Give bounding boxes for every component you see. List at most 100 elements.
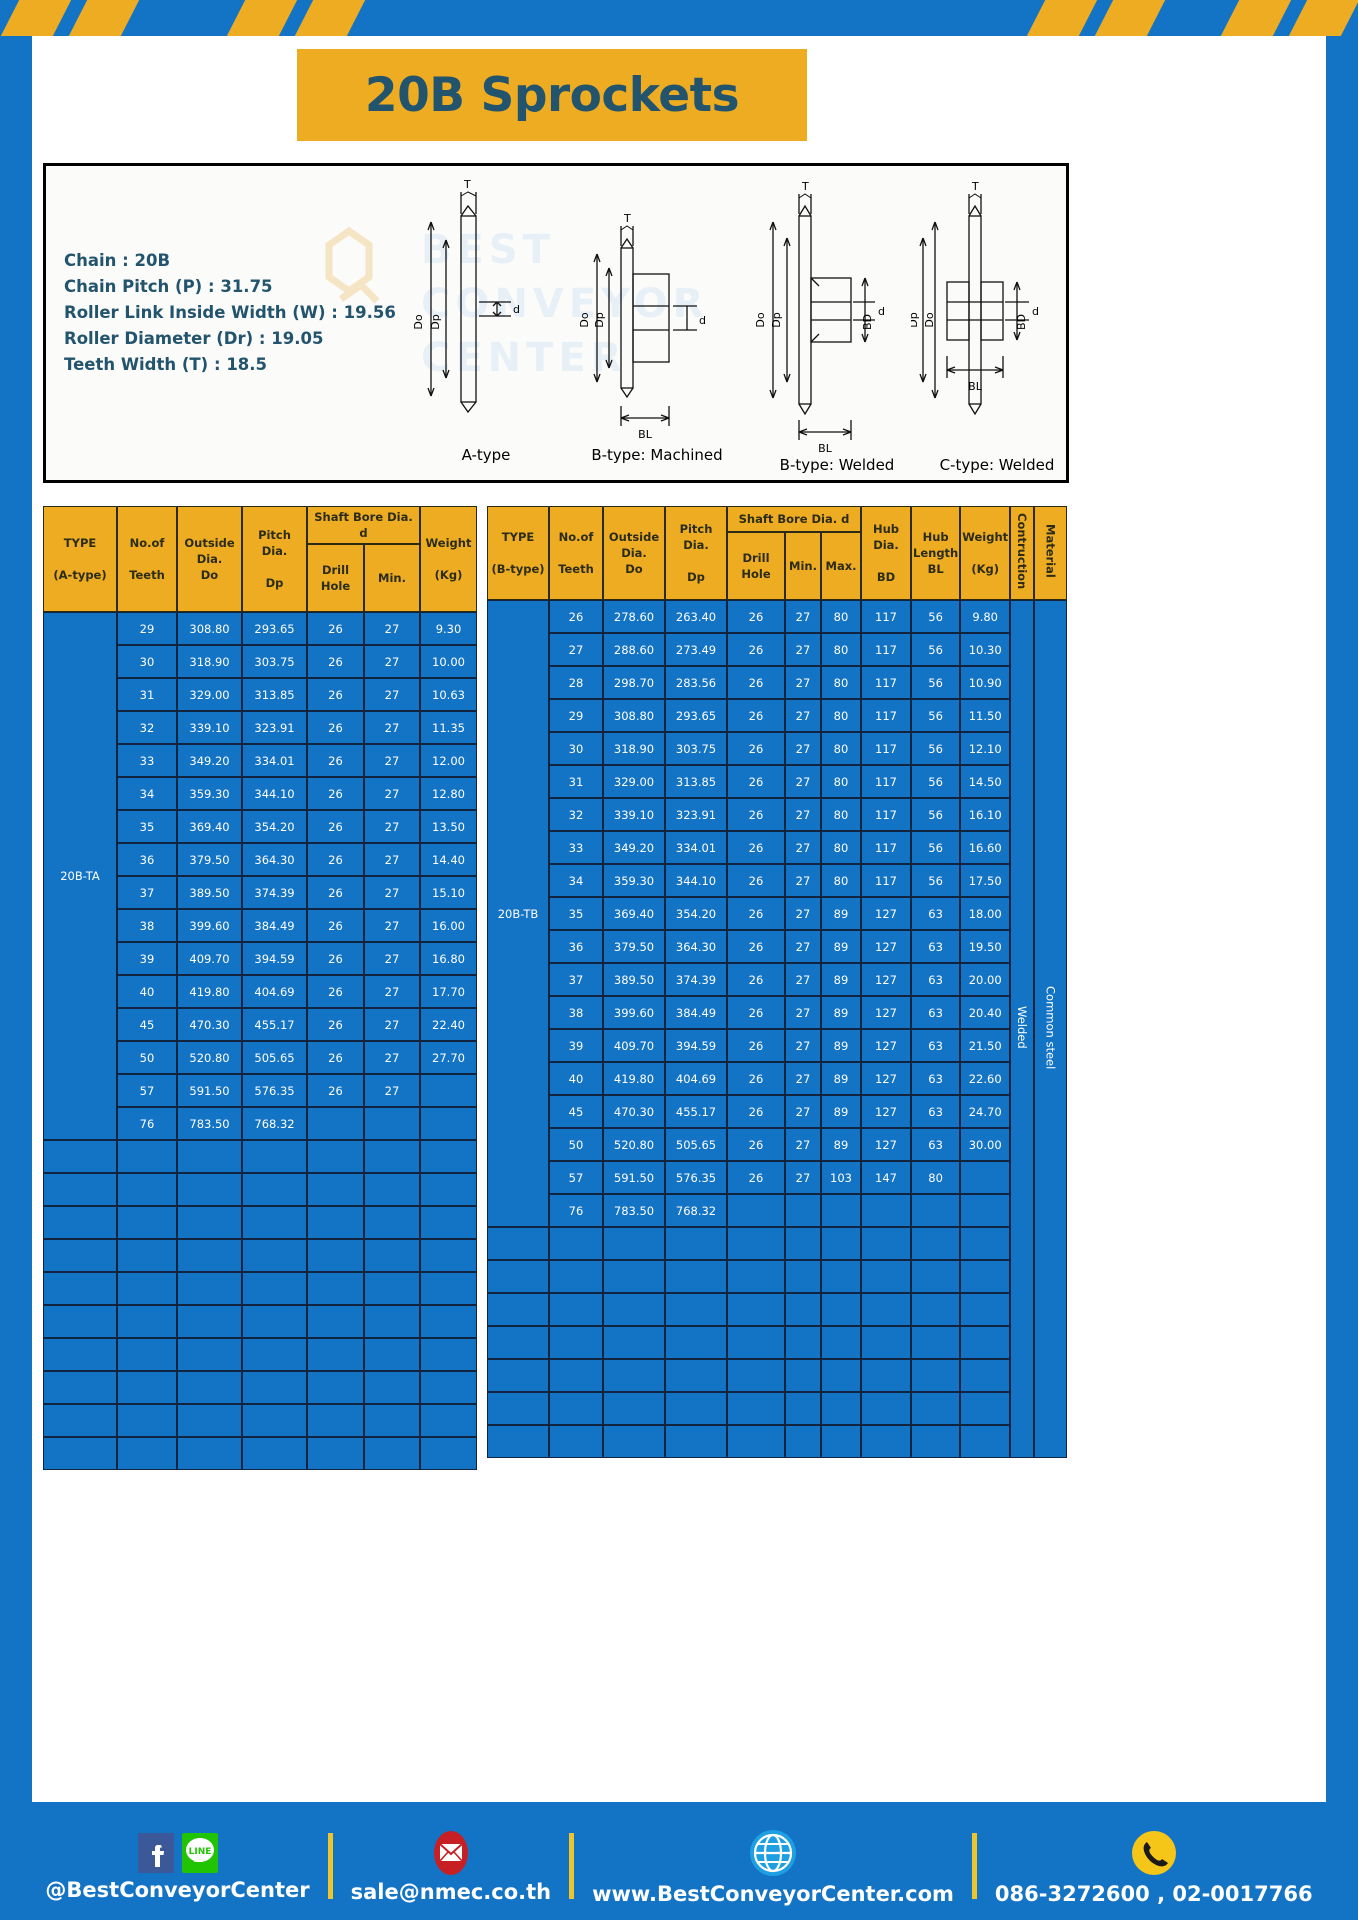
cell-empty bbox=[420, 1272, 477, 1305]
cell-min: 27 bbox=[785, 1095, 821, 1128]
cell-min: 27 bbox=[364, 744, 420, 777]
drawing-c-type-welded: Do Dp T d BD BL C-type: Welded bbox=[911, 180, 1054, 474]
cell-dp: 283.56 bbox=[665, 666, 727, 699]
table-row: 35 369.40 354.20 26 27 89 127 63 18.00 bbox=[487, 897, 1067, 930]
cell-do: 783.50 bbox=[603, 1194, 665, 1227]
cell-do: 308.80 bbox=[603, 699, 665, 732]
cell-weight: 11.50 bbox=[960, 699, 1011, 732]
cell-empty bbox=[43, 1305, 117, 1338]
cell-teeth: 50 bbox=[117, 1041, 177, 1074]
footer-item-website[interactable]: www.BestConveyorCenter.com bbox=[592, 1827, 954, 1906]
table-row: 57 591.50 576.35 26 27 103 147 80 bbox=[487, 1161, 1067, 1194]
cell-empty bbox=[117, 1206, 177, 1239]
chevron-shape bbox=[292, 0, 368, 36]
cell-teeth: 33 bbox=[117, 744, 177, 777]
cell-teeth: 36 bbox=[549, 930, 603, 963]
cell-bd: 117 bbox=[861, 831, 911, 864]
spec-label: Chain Pitch (P) bbox=[64, 277, 203, 296]
header-no-of-teeth: No.of Teeth bbox=[549, 506, 603, 600]
cell-bl: 56 bbox=[911, 699, 961, 732]
svg-text:BL: BL bbox=[818, 442, 833, 455]
chevron-shape bbox=[1286, 0, 1358, 36]
cell-teeth: 45 bbox=[549, 1095, 603, 1128]
cell-bd: 127 bbox=[861, 930, 911, 963]
line-icon: LINE bbox=[181, 1832, 218, 1873]
cell-type-b: 20B-TB bbox=[487, 600, 549, 1227]
table-row-empty bbox=[43, 1371, 477, 1404]
spec-separator: : bbox=[207, 277, 215, 296]
table-row: 28 298.70 283.56 26 27 80 117 56 10.90 bbox=[487, 666, 1067, 699]
spec-line: Teeth Width (T) : 18.5 bbox=[64, 352, 396, 378]
cell-teeth: 38 bbox=[549, 996, 603, 1029]
cell-bd: 117 bbox=[861, 864, 911, 897]
cell-dp: 323.91 bbox=[665, 798, 727, 831]
cell-teeth: 57 bbox=[117, 1074, 177, 1107]
table-row: 35 369.40 354.20 26 27 13.50 bbox=[43, 810, 477, 843]
cell-max: 89 bbox=[821, 897, 861, 930]
table-row: 57 591.50 576.35 26 27 bbox=[43, 1074, 477, 1107]
cell-dp: 344.10 bbox=[242, 777, 307, 810]
cell-do: 520.80 bbox=[603, 1128, 665, 1161]
cell-dp: 303.75 bbox=[242, 645, 307, 678]
footer-divider bbox=[327, 1833, 333, 1899]
cell-drill_hole: 26 bbox=[727, 864, 785, 897]
footer-divider bbox=[569, 1833, 575, 1899]
drawing-a-type: Do Dp T d A-type bbox=[412, 178, 520, 464]
cell-empty bbox=[307, 1338, 364, 1371]
spec-line: Roller Diameter (Dr) : 19.05 bbox=[64, 326, 396, 352]
table-row: 45 470.30 455.17 26 27 89 127 63 24.70 bbox=[487, 1095, 1067, 1128]
page-title-banner: 20B Sprockets bbox=[297, 49, 807, 141]
cell-min: 27 bbox=[785, 1029, 821, 1062]
footer-divider bbox=[971, 1833, 977, 1899]
cell-type-a: 20B-TA bbox=[43, 612, 117, 1140]
cell-empty bbox=[420, 1239, 477, 1272]
cell-weight: 16.60 bbox=[960, 831, 1011, 864]
cell-empty bbox=[420, 1206, 477, 1239]
footer-item-email[interactable]: sale@nmec.co.th bbox=[351, 1829, 551, 1904]
header-type-label: TYPE bbox=[63, 536, 97, 550]
svg-text:Dp: Dp bbox=[911, 312, 920, 327]
table-row: 29 308.80 293.65 26 27 80 117 56 11.50 bbox=[487, 699, 1067, 732]
cell-empty bbox=[785, 1359, 821, 1392]
cell-dp: 455.17 bbox=[242, 1008, 307, 1041]
cell-empty bbox=[117, 1173, 177, 1206]
cell-teeth: 32 bbox=[549, 798, 603, 831]
cell-teeth: 36 bbox=[117, 843, 177, 876]
header-type-sub: (A-type) bbox=[53, 568, 107, 582]
cell-teeth: 35 bbox=[117, 810, 177, 843]
table-row: 38 399.60 384.49 26 27 89 127 63 20.40 bbox=[487, 996, 1067, 1029]
cell-drill_hole: 26 bbox=[727, 1128, 785, 1161]
table-row: 37 389.50 374.39 26 27 89 127 63 20.00 bbox=[487, 963, 1067, 996]
cell-teeth: 39 bbox=[117, 942, 177, 975]
footer-item-phone[interactable]: 086-3272600 , 02-0017766 bbox=[995, 1827, 1313, 1906]
table-row-empty bbox=[43, 1239, 477, 1272]
cell-teeth: 34 bbox=[117, 777, 177, 810]
cell-min: 27 bbox=[364, 612, 420, 645]
cell-do: 389.50 bbox=[177, 876, 242, 909]
cell-empty bbox=[549, 1260, 603, 1293]
cell-do: 783.50 bbox=[177, 1107, 242, 1140]
cell-empty bbox=[861, 1425, 911, 1458]
cell-empty bbox=[821, 1326, 861, 1359]
cell-empty bbox=[117, 1404, 177, 1437]
cell-dp: 455.17 bbox=[665, 1095, 727, 1128]
cell-dp: 334.01 bbox=[665, 831, 727, 864]
cell-bd: 127 bbox=[861, 1095, 911, 1128]
header-min: Min. bbox=[785, 532, 821, 600]
email-icon bbox=[433, 1830, 468, 1875]
cell-min: 27 bbox=[785, 699, 821, 732]
spec-label: Roller Diameter (Dr) bbox=[64, 329, 254, 348]
header-type-a: TYPE (A-type) bbox=[43, 506, 117, 612]
header-shaft-bore-dia: Shaft Bore Dia. d bbox=[727, 506, 861, 532]
table-b-header: TYPE (B-type) No.of Teeth Outside Dia. D… bbox=[487, 506, 1068, 600]
cell-do: 399.60 bbox=[603, 996, 665, 1029]
table-row: 32 339.10 323.91 26 27 80 117 56 16.10 bbox=[487, 798, 1067, 831]
cell-weight: 22.60 bbox=[960, 1062, 1011, 1095]
cell-do: 379.50 bbox=[603, 930, 665, 963]
cell-weight: 21.50 bbox=[960, 1029, 1011, 1062]
svg-text:T: T bbox=[623, 212, 631, 225]
table-row: 36 379.50 364.30 26 27 89 127 63 19.50 bbox=[487, 930, 1067, 963]
table-row: 32 339.10 323.91 26 27 11.35 bbox=[43, 711, 477, 744]
footer-item-facebook[interactable]: LINE @BestConveyorCenter bbox=[45, 1831, 310, 1902]
